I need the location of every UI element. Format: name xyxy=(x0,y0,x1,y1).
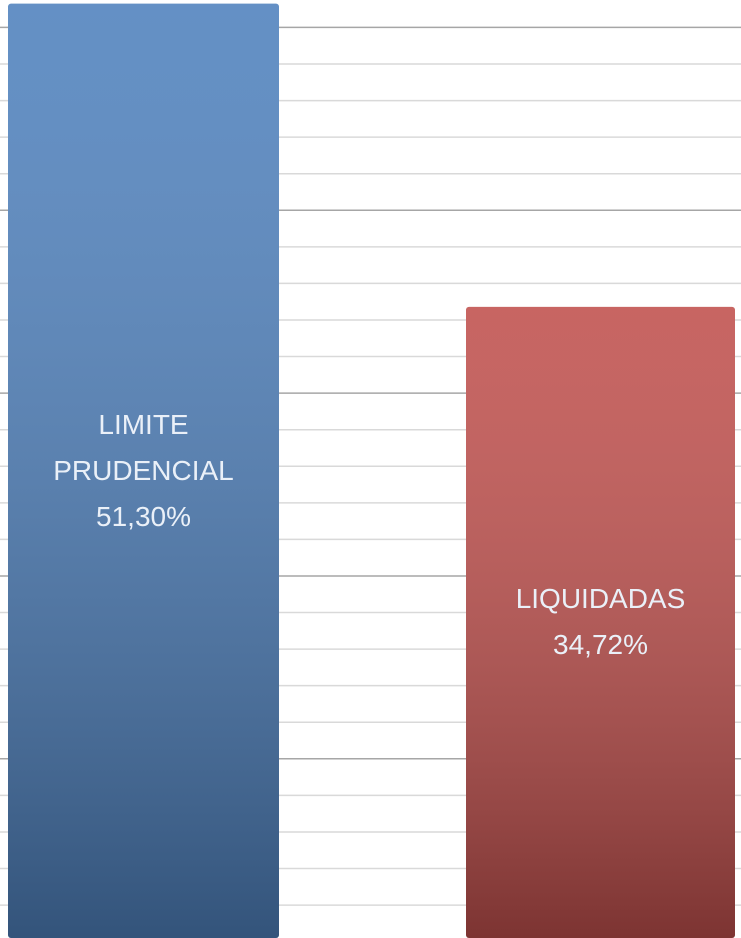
category-label: LIMITE PRUDENCIAL xyxy=(53,408,234,486)
data-label: LIMITE PRUDENCIAL 51,30% xyxy=(8,402,279,540)
category-label: LIQUIDADAS xyxy=(515,583,686,615)
value-label: 34,72% xyxy=(553,629,648,661)
bar-shade xyxy=(466,306,735,938)
value-label: 51,30% xyxy=(96,500,191,532)
bar-shade xyxy=(8,3,279,938)
data-label: LIQUIDADAS 34,72% xyxy=(466,576,735,668)
